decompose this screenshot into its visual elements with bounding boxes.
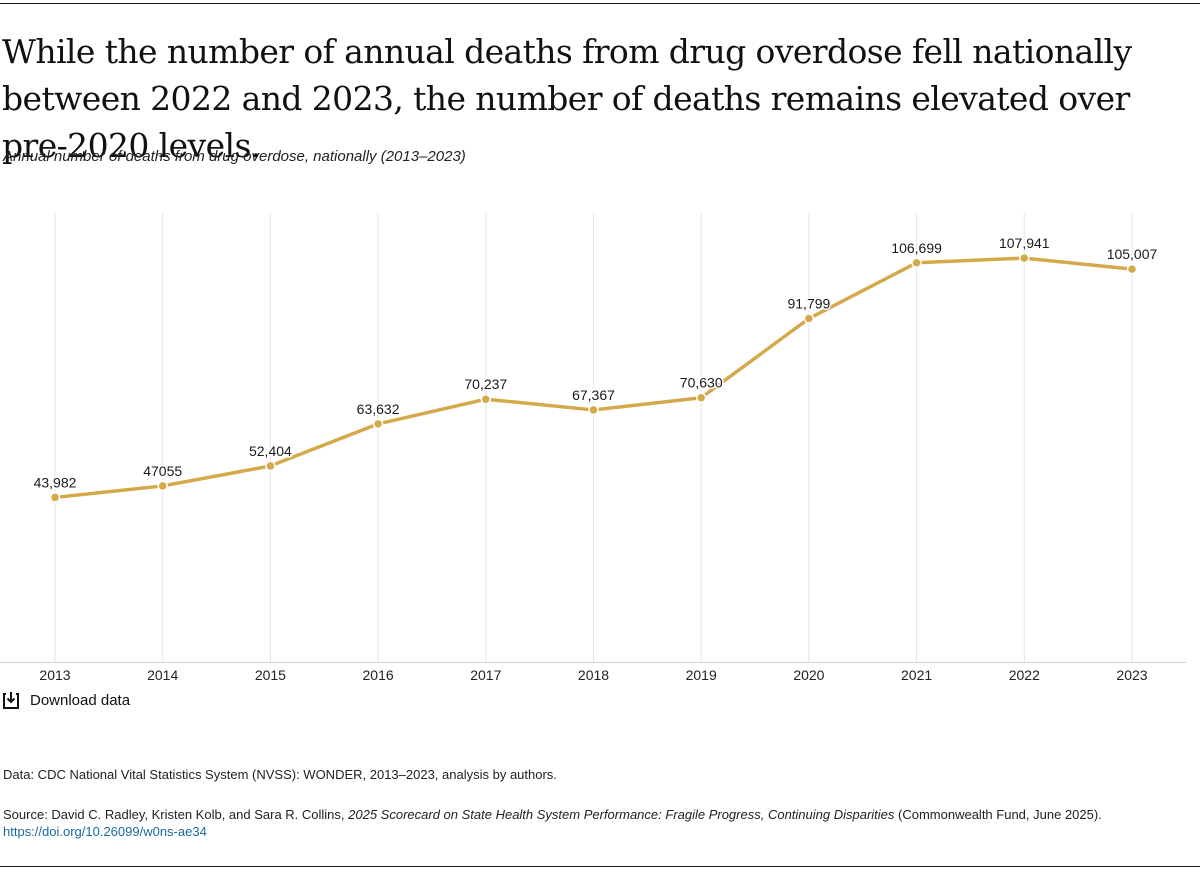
- download-icon: [3, 692, 19, 709]
- chart-subtitle: Annual number of deaths from drug overdo…: [3, 148, 466, 165]
- source-title: 2025 Scorecard on State Health System Pe…: [348, 807, 895, 822]
- data-label: 91,799: [787, 296, 830, 312]
- x-tick-label: 2023: [1116, 667, 1147, 683]
- data-label: 67,367: [572, 387, 615, 403]
- x-tick-label: 2017: [470, 667, 501, 683]
- data-point: [372, 418, 384, 430]
- data-label: 106,699: [891, 240, 942, 256]
- data-label: 70,630: [680, 375, 723, 391]
- download-data-button[interactable]: Download data: [2, 690, 130, 710]
- data-point: [1126, 263, 1138, 275]
- line-chart: 2013 2014 2015 2016 2017 2018 2019 2020 2021 2022…: [0, 213, 1186, 683]
- download-data-label: Download data: [30, 691, 131, 709]
- data-note: Data: CDC National Vital Statistics Syst…: [3, 767, 557, 782]
- x-tick-label: 2015: [255, 667, 286, 683]
- data-point: [480, 393, 492, 405]
- data-point: [588, 404, 599, 416]
- x-tick-label: 2014: [147, 667, 178, 683]
- data-point: [1019, 252, 1030, 264]
- x-tick-label: 2022: [1009, 667, 1040, 683]
- source-suffix: (Commonwealth Fund, June 2025).: [894, 807, 1102, 822]
- data-point: [911, 257, 922, 269]
- data-label: 43,982: [34, 474, 77, 490]
- x-tick-label: 2013: [39, 667, 70, 683]
- source-prefix: Source: David C. Radley, Kristen Kolb, a…: [3, 807, 349, 822]
- top-rule: [0, 3, 1200, 4]
- data-label: 70,237: [464, 376, 507, 392]
- x-tick-label: 2020: [793, 667, 824, 683]
- bottom-rule: [0, 866, 1200, 867]
- data-point: [695, 392, 707, 403]
- data-label: 63,632: [357, 401, 400, 417]
- chart-title: While the number of annual deaths from d…: [2, 32, 1132, 165]
- x-tick-label: 2021: [901, 667, 932, 683]
- data-point: [265, 460, 276, 472]
- source-citation: Source: David C. Radley, Kristen Kolb, a…: [3, 806, 1198, 840]
- x-tick-label: 2018: [578, 667, 609, 683]
- doi-link[interactable]: https://doi.org/10.26099/w0ns-ae34: [3, 824, 207, 839]
- data-label: 47055: [143, 463, 182, 479]
- data-label: 105,007: [1107, 246, 1158, 262]
- data-label: 52,404: [249, 443, 292, 459]
- x-tick-label: 2016: [363, 667, 394, 683]
- x-tick-label: 2019: [686, 667, 717, 683]
- data-point: [49, 492, 61, 503]
- data-point: [803, 313, 815, 324]
- data-point: [157, 480, 168, 492]
- data-label: 107,941: [999, 235, 1050, 251]
